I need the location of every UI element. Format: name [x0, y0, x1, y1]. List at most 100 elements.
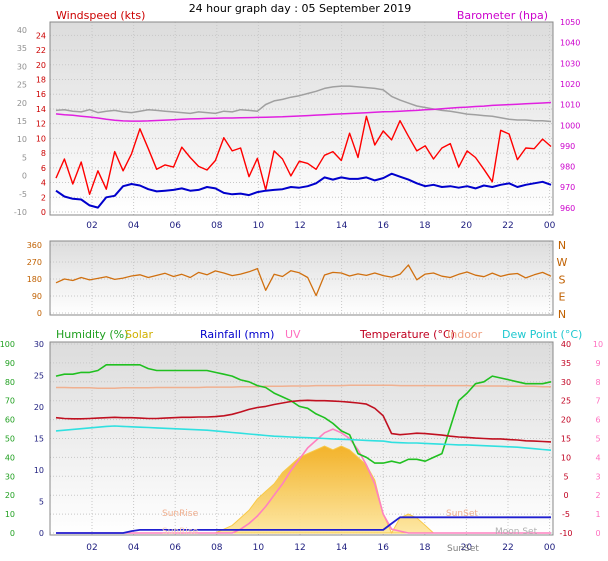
- x-tick-label: 12: [294, 221, 305, 231]
- wind-kts-tick: 14: [36, 105, 46, 114]
- barometer-tick: 1030: [560, 59, 580, 68]
- wind-outer-tick: 30: [17, 62, 27, 71]
- wind-kts-tick: 0: [41, 208, 46, 217]
- dewpoint-legend: Dew Point (°C): [502, 328, 582, 341]
- rainfall-legend: Rainfall (mm): [200, 328, 274, 341]
- solar-legend: Solar: [125, 328, 154, 341]
- wind-outer-tick: -5: [19, 190, 27, 199]
- rainfall-tick: 15: [34, 435, 44, 444]
- wind-kts-tick: 18: [36, 76, 46, 85]
- x-tick-label: 16: [377, 221, 389, 231]
- wind-kts-tick: 24: [36, 31, 46, 40]
- temperature-tick: -10: [559, 529, 572, 538]
- indoor-legend: Indoor: [447, 328, 483, 341]
- wind-outer-tick: 25: [17, 81, 27, 90]
- temperature-legend: Temperature (°C): [359, 328, 455, 341]
- x-tick-label: 14: [336, 543, 348, 553]
- temperature-tick: 20: [561, 416, 571, 425]
- x-tick-label: 10: [253, 221, 265, 231]
- x-tick-label: 20: [461, 543, 473, 553]
- wind-low-series: [55, 172, 552, 209]
- rainfall-tick: 30: [34, 340, 44, 349]
- wind-outer-tick: 15: [17, 117, 27, 126]
- humidity-tick: 60: [5, 416, 15, 425]
- x-tick-label: 00: [544, 221, 556, 231]
- rainfall-tick: 0: [39, 529, 44, 538]
- wind-direction-series: [55, 264, 552, 297]
- wind-kts-tick: 8: [41, 149, 46, 158]
- uv-tick: 4: [595, 453, 600, 462]
- barometer-tick: 970: [560, 183, 575, 192]
- rainfall-tick: 10: [34, 466, 44, 475]
- direction-deg-tick: 180: [27, 275, 42, 284]
- wind-kts-tick: 4: [41, 179, 46, 188]
- x-tick-label: 04: [128, 543, 140, 553]
- x-tick-label: 06: [169, 221, 181, 231]
- temperature-tick: 40: [561, 340, 571, 349]
- temperature-tick: 15: [561, 435, 571, 444]
- x-tick-label: 20: [461, 221, 473, 231]
- uv-legend: UV: [285, 328, 301, 341]
- series-lines: [49, 21, 554, 536]
- rainfall-tick: 20: [34, 403, 44, 412]
- chart-title: 24 hour graph day : 05 September 2019: [189, 2, 412, 15]
- indoor-temperature-series: [56, 384, 551, 389]
- x-tick-label: 00: [544, 543, 556, 553]
- uv-tick: 7: [595, 397, 600, 406]
- wind-kts-tick: 2: [41, 193, 46, 202]
- panel-border: [49, 21, 554, 216]
- direction-compass-tick: W: [557, 256, 568, 269]
- uv-tick: 10: [593, 340, 603, 349]
- direction-compass-tick: S: [559, 273, 566, 286]
- wind-outer-tick: 0: [22, 172, 27, 181]
- rainfall-tick: 5: [39, 498, 44, 507]
- temperature-tick: 0: [563, 491, 568, 500]
- uv-tick: 3: [595, 472, 600, 481]
- x-tick-label: 18: [419, 221, 431, 231]
- uv-tick: 1: [595, 510, 600, 519]
- x-tick-label: 18: [419, 543, 431, 553]
- rainfall-tick: 25: [34, 372, 44, 381]
- humidity-tick: 30: [5, 472, 15, 481]
- wind-outer-tick: 5: [22, 153, 27, 162]
- barometer-tick: 1020: [560, 80, 580, 89]
- uv-tick: 6: [595, 416, 600, 425]
- wind-speed-series: [55, 115, 552, 195]
- x-tick-label: 06: [169, 543, 181, 553]
- wind-kts-tick: 16: [36, 90, 46, 99]
- x-tick-label: 04: [128, 221, 140, 231]
- annotation-moonset: Moon Set: [495, 527, 538, 537]
- wind-gust-series: [55, 85, 552, 123]
- direction-compass-tick: N: [558, 308, 566, 321]
- panel-border: [49, 240, 554, 316]
- annotation-sunrise: SunRise: [162, 509, 199, 519]
- wind-kts-tick: 22: [36, 46, 46, 55]
- direction-deg-tick: 0: [37, 309, 42, 318]
- x-tick-label: 16: [377, 543, 389, 553]
- x-tick-label: 22: [502, 221, 513, 231]
- uv-tick: 5: [595, 435, 600, 444]
- direction-deg-tick: 90: [32, 292, 42, 301]
- humidity-tick: 100: [0, 340, 15, 349]
- barometer-series: [55, 101, 552, 122]
- temperature-series: [55, 399, 552, 443]
- wind-outer-tick: -10: [14, 208, 27, 217]
- barometer-tick: 990: [560, 142, 575, 151]
- annotation-sunrise-bottom: SunRise: [162, 527, 199, 537]
- uv-tick: 2: [595, 491, 600, 500]
- humidity-tick: 0: [10, 529, 15, 538]
- barometer-tick: 1050: [560, 18, 580, 27]
- humidity-tick: 90: [5, 359, 15, 368]
- barometer-tick: 960: [560, 204, 575, 213]
- barometer-tick: 1010: [560, 101, 580, 110]
- barometer-tick: 1040: [560, 39, 580, 48]
- humidity-tick: 20: [5, 491, 15, 500]
- uv-tick: 0: [595, 529, 600, 538]
- wind-kts-tick: 20: [36, 61, 46, 70]
- wind-outer-tick: 10: [17, 135, 27, 144]
- x-tick-label: 02: [86, 221, 97, 231]
- x-tick-label: 10: [253, 543, 265, 553]
- wind-kts-tick: 6: [41, 164, 46, 173]
- temperature-tick: 30: [561, 378, 571, 387]
